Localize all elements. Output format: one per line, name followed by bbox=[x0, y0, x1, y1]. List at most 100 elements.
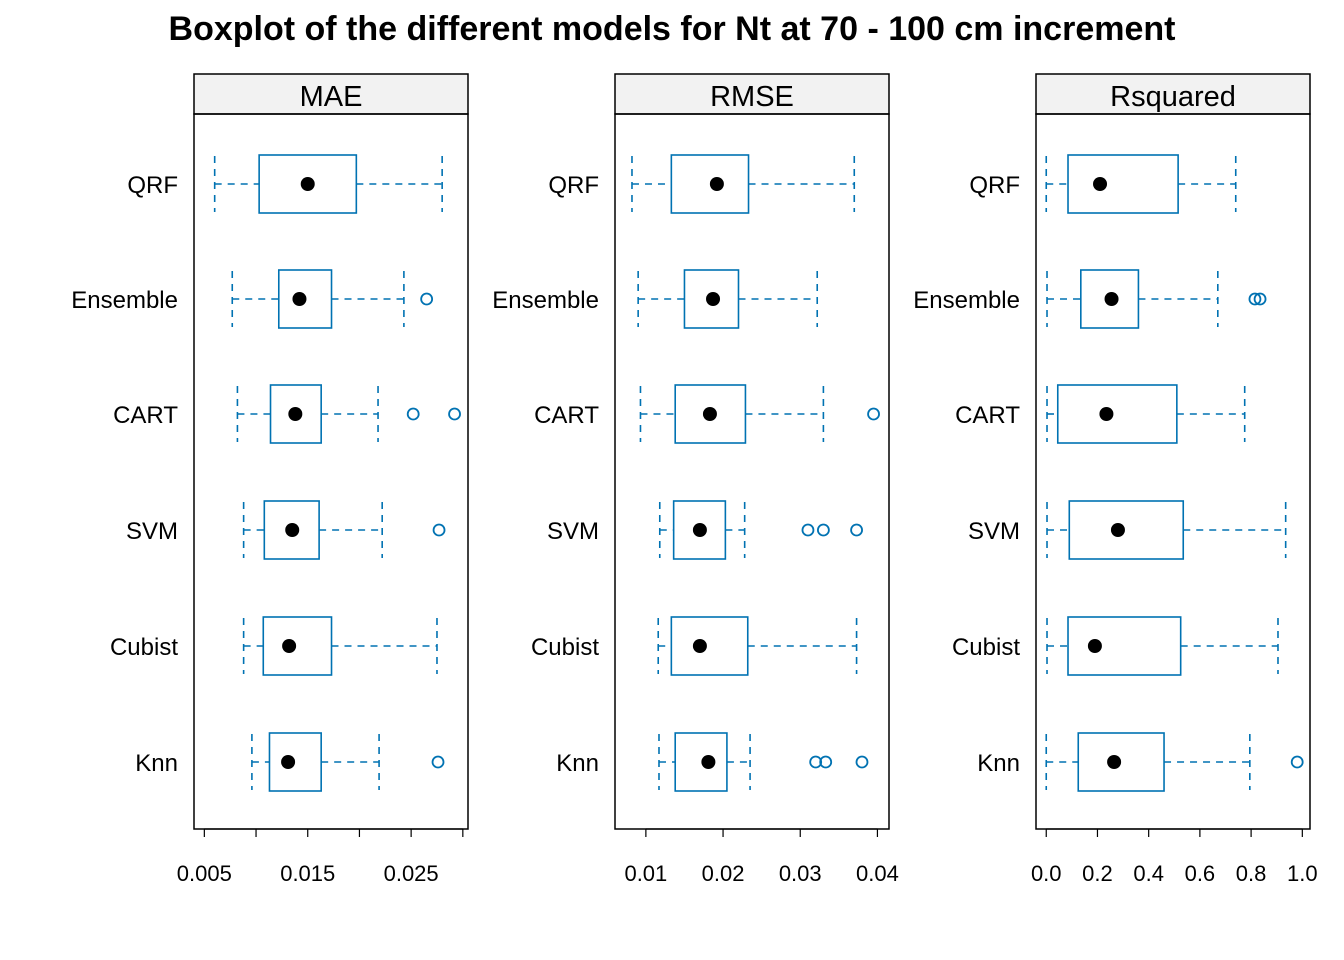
box-cart bbox=[236, 384, 461, 444]
x-tick-label: 0.015 bbox=[280, 861, 335, 886]
box-ensemble bbox=[231, 269, 434, 329]
outlier-point bbox=[420, 292, 434, 306]
median-dot bbox=[1099, 407, 1114, 421]
strip-label: MAE bbox=[300, 81, 363, 113]
box-cart bbox=[1046, 384, 1246, 444]
box-qrf bbox=[631, 154, 856, 214]
iqr-box bbox=[670, 154, 750, 214]
category-label: Ensemble bbox=[71, 287, 178, 314]
panel-rsquared: Rsquared QRF Ensemble CART SVM Cubist Knn 0.0 0.… bbox=[913, 73, 1318, 886]
strip-label: Rsquared bbox=[1110, 81, 1236, 113]
outlier-point bbox=[809, 755, 823, 769]
median-dot bbox=[701, 755, 716, 769]
iqr-box bbox=[262, 616, 333, 676]
x-tick-label: 0.01 bbox=[624, 861, 667, 886]
iqr-box bbox=[269, 384, 322, 444]
category-label: QRF bbox=[969, 172, 1020, 199]
panel-frame bbox=[193, 113, 469, 830]
outlier-point bbox=[448, 407, 461, 421]
strip-background bbox=[614, 73, 890, 115]
panel-frame bbox=[614, 113, 890, 830]
iqr-box bbox=[674, 732, 728, 792]
median-dot bbox=[1087, 639, 1102, 653]
iqr-box bbox=[263, 500, 320, 560]
category-label: CART bbox=[534, 402, 599, 429]
iqr-box bbox=[674, 384, 747, 444]
median-dot bbox=[702, 407, 717, 421]
outlier-point bbox=[816, 523, 830, 537]
outlier-point bbox=[1253, 292, 1267, 306]
x-tick-label: 0.03 bbox=[779, 861, 822, 886]
strip-background bbox=[1035, 73, 1311, 115]
box-svm bbox=[242, 500, 446, 560]
median-dot bbox=[292, 292, 307, 306]
median-dot bbox=[281, 755, 296, 769]
category-label: SVM bbox=[547, 518, 599, 545]
category-label: QRF bbox=[548, 172, 599, 199]
x-tick-label: 0.02 bbox=[702, 861, 745, 886]
box-cubist bbox=[1046, 616, 1279, 676]
median-dot bbox=[300, 177, 315, 191]
x-tick-label: 0.8 bbox=[1236, 861, 1267, 886]
x-tick-label: 0.6 bbox=[1185, 861, 1216, 886]
panel-rmse: RMSE QRF Ensemble CART SVM Cubist Knn 0.01 0.02 0… bbox=[492, 73, 899, 886]
iqr-box bbox=[683, 269, 740, 329]
x-tick-label: 0.0 bbox=[1031, 861, 1062, 886]
category-label: Ensemble bbox=[492, 287, 599, 314]
median-dot bbox=[1107, 755, 1122, 769]
category-label: Cubist bbox=[531, 634, 599, 661]
outlier-point bbox=[431, 755, 445, 769]
median-dot bbox=[1104, 292, 1119, 306]
category-label: Knn bbox=[977, 750, 1020, 777]
median-dot bbox=[1110, 523, 1125, 537]
category-label: CART bbox=[113, 402, 178, 429]
box-cubist bbox=[242, 616, 438, 676]
outlier-point bbox=[850, 523, 863, 537]
iqr-box bbox=[277, 269, 333, 329]
chart-title: Boxplot of the different models for Nt a… bbox=[168, 10, 1176, 48]
iqr-box bbox=[268, 732, 322, 792]
box-knn bbox=[1045, 732, 1304, 792]
box-cubist bbox=[657, 616, 858, 676]
outlier-point bbox=[406, 407, 420, 421]
category-label: CART bbox=[955, 402, 1020, 429]
panel-frame bbox=[1035, 113, 1311, 830]
outlier-point bbox=[801, 523, 815, 537]
box-knn bbox=[251, 732, 445, 792]
iqr-box bbox=[1056, 384, 1178, 444]
median-dot bbox=[709, 177, 724, 191]
box-cart bbox=[639, 384, 880, 444]
category-label: QRF bbox=[127, 172, 178, 199]
category-label: Knn bbox=[556, 750, 599, 777]
iqr-box bbox=[1067, 616, 1182, 676]
median-dot bbox=[288, 407, 303, 421]
median-dot bbox=[1093, 177, 1108, 191]
category-label: SVM bbox=[968, 518, 1020, 545]
outlier-point bbox=[819, 755, 833, 769]
box-svm bbox=[1046, 500, 1287, 560]
x-tick-label: 0.025 bbox=[384, 861, 439, 886]
outlier-point bbox=[432, 523, 446, 537]
box-knn bbox=[658, 732, 869, 792]
iqr-box bbox=[258, 154, 358, 214]
outlier-point bbox=[1248, 292, 1262, 306]
strip-background bbox=[193, 73, 469, 115]
iqr-box bbox=[1067, 154, 1179, 214]
iqr-box bbox=[1077, 732, 1165, 792]
box-qrf bbox=[213, 154, 443, 214]
box-ensemble bbox=[1046, 269, 1267, 329]
x-tick-label: 1.0 bbox=[1287, 861, 1318, 886]
x-tick-label: 0.2 bbox=[1082, 861, 1113, 886]
category-label: Ensemble bbox=[913, 287, 1020, 314]
median-dot bbox=[282, 639, 297, 653]
iqr-box bbox=[1080, 269, 1140, 329]
category-label: Cubist bbox=[952, 634, 1020, 661]
category-label: Cubist bbox=[110, 634, 178, 661]
median-dot bbox=[706, 292, 721, 306]
strip-label: RMSE bbox=[710, 81, 794, 113]
box-qrf bbox=[1045, 154, 1237, 214]
outlier-point bbox=[1290, 755, 1304, 769]
iqr-box bbox=[672, 500, 727, 560]
box-svm bbox=[658, 500, 863, 560]
